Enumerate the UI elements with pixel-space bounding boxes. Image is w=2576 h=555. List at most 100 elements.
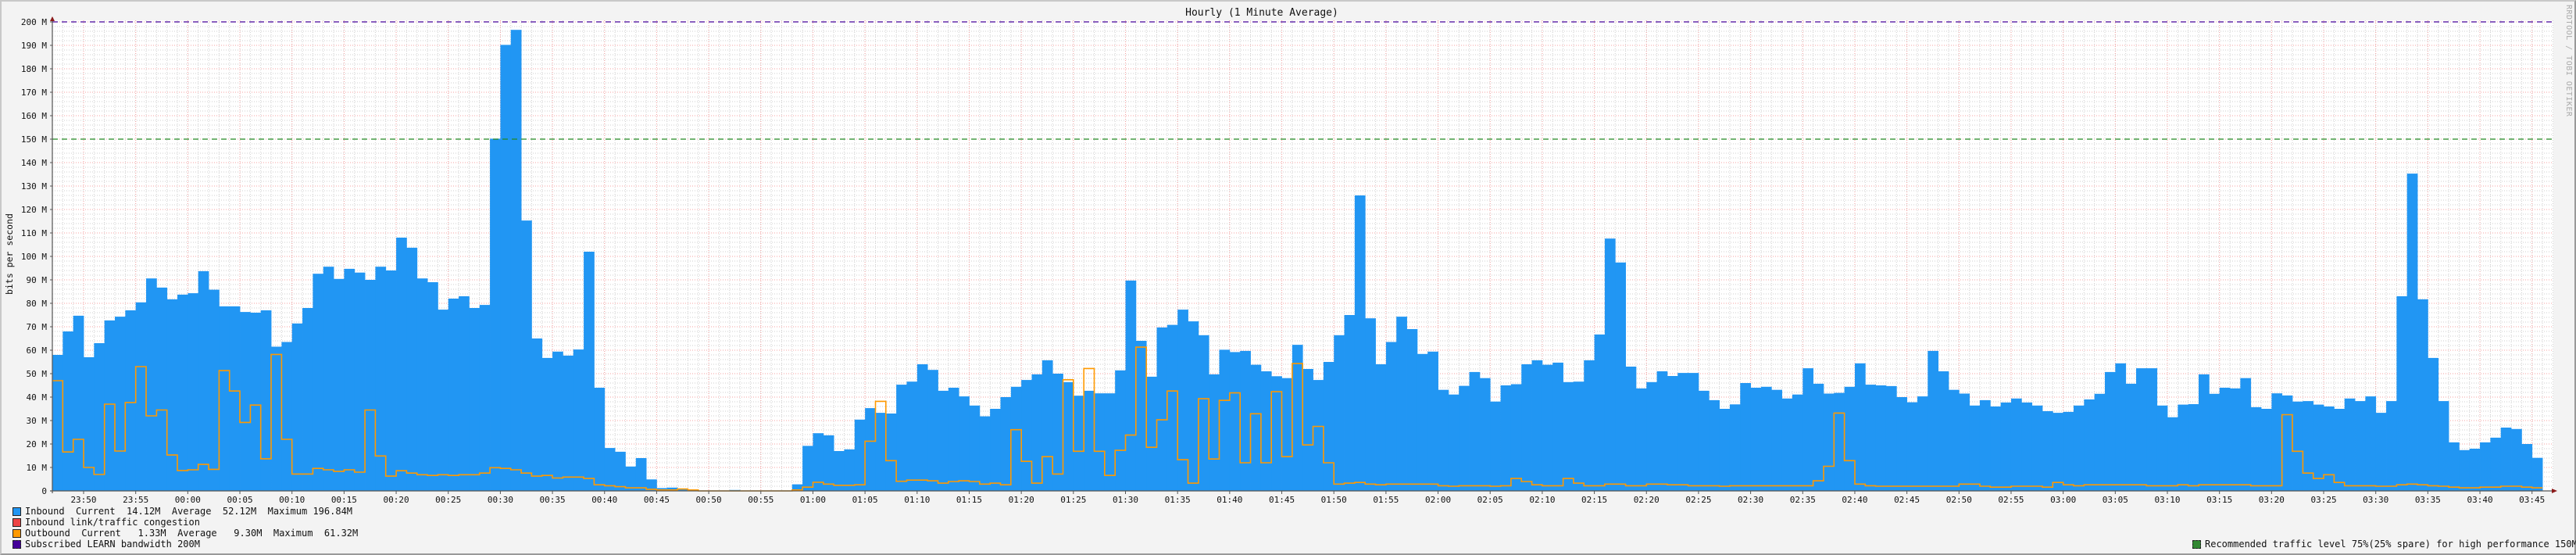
inbound-bar xyxy=(916,364,928,491)
inbound-bar xyxy=(2365,396,2377,491)
inbound-bar xyxy=(2459,449,2471,491)
y-tick-label: 170 M xyxy=(21,88,47,98)
x-tick-label: 01:35 xyxy=(1165,495,1191,505)
inbound-bar xyxy=(1510,384,1522,491)
inbound-bar xyxy=(1094,393,1106,491)
inbound-bar xyxy=(1729,404,1741,491)
x-tick-label: 03:35 xyxy=(2415,495,2441,505)
inbound-bar xyxy=(1354,195,1366,491)
x-tick-label: 00:30 xyxy=(488,495,513,505)
y-tick-label: 40 M xyxy=(27,392,48,403)
inbound-bar xyxy=(229,306,241,491)
inbound-bar xyxy=(1594,334,1606,491)
inbound-bar xyxy=(1281,378,1293,491)
inbound-bar xyxy=(1584,360,1595,491)
inbound-bar xyxy=(1010,386,1022,491)
inbound-bar xyxy=(615,451,626,491)
y-tick-label: 80 M xyxy=(27,299,48,309)
inbound-bar xyxy=(677,489,688,491)
inbound-bar xyxy=(823,435,834,491)
inbound-bar xyxy=(1802,368,1814,491)
y-tick-label: 10 M xyxy=(27,463,48,473)
inbound-bar xyxy=(2480,442,2491,491)
y-axis-arrow-icon xyxy=(50,16,55,21)
inbound-bar xyxy=(906,381,918,491)
inbound-bar xyxy=(1396,317,1407,491)
inbound-bar xyxy=(52,355,63,491)
inbound-bar xyxy=(1104,393,1116,491)
x-tick-label: 01:45 xyxy=(1269,495,1295,505)
inbound-bar xyxy=(646,479,657,491)
outbound-swatch xyxy=(13,528,21,538)
x-axis-arrow-icon xyxy=(2552,489,2557,493)
inbound-bar xyxy=(1979,399,1991,491)
congestion-swatch xyxy=(13,517,21,527)
inbound-bar xyxy=(2115,363,2127,491)
inbound-bar xyxy=(521,220,532,491)
y-tick-label: 100 M xyxy=(21,252,47,262)
inbound-bar xyxy=(490,138,501,491)
inbound-bar xyxy=(666,487,678,491)
axes xyxy=(50,16,2557,493)
inbound-bar xyxy=(344,268,355,491)
x-tick-label: 03:00 xyxy=(2050,495,2076,505)
x-tick-label: 02:35 xyxy=(1790,495,1816,505)
inbound-bar xyxy=(1427,351,1438,491)
x-tick-label: 01:50 xyxy=(1321,495,1347,505)
inbound-bar xyxy=(1896,397,1908,491)
inbound-bar xyxy=(73,315,84,491)
inbound-bar xyxy=(1938,371,1949,491)
inbound-bar xyxy=(177,294,188,491)
inbound-bar xyxy=(459,296,470,491)
legend-inbound: Inbound Current 14.12M Average 52.12M Ma… xyxy=(13,506,352,517)
inbound-bar xyxy=(552,351,563,491)
inbound-bar xyxy=(1875,385,1887,491)
inbound-bar xyxy=(1813,383,1824,491)
inbound-bar xyxy=(1750,388,1762,491)
recommended-swatch xyxy=(2192,539,2201,549)
inbound-bar xyxy=(2469,449,2481,491)
inbound-bar xyxy=(2292,401,2303,491)
inbound-bar xyxy=(1209,374,1220,491)
inbound-bar xyxy=(291,323,303,491)
x-tick-label: 00:20 xyxy=(383,495,409,505)
inbound-bar xyxy=(2042,411,2053,491)
inbound-bar xyxy=(2136,368,2147,491)
inbound-bar xyxy=(2250,406,2262,491)
y-tick-label: 90 M xyxy=(27,275,48,285)
inbound-bar xyxy=(94,343,105,491)
inbound-bar xyxy=(969,405,981,491)
inbound-bar xyxy=(594,388,606,491)
x-tick-label: 03:25 xyxy=(2310,495,2336,505)
inbound-bar xyxy=(1844,386,1856,491)
inbound-bar xyxy=(896,385,907,491)
inbound-bar xyxy=(1698,390,1710,491)
inbound-bar xyxy=(2261,409,2272,491)
y-tick-label: 140 M xyxy=(21,158,47,168)
inbound-bar xyxy=(1552,362,1563,491)
x-tick-label: 02:50 xyxy=(1946,495,1972,505)
x-tick-label: 03:20 xyxy=(2259,495,2285,505)
inbound-bar xyxy=(927,370,938,491)
inbound-bar xyxy=(396,238,407,491)
x-tick-label: 00:45 xyxy=(644,495,670,505)
inbound-bar xyxy=(563,355,574,491)
inbound-bar xyxy=(1323,362,1334,491)
inbound-bar xyxy=(1928,350,1939,491)
inbound-bar xyxy=(2031,405,2043,491)
inbound-bar xyxy=(146,278,157,491)
inbound-bar xyxy=(1906,402,1918,491)
inbound-bar xyxy=(1375,364,1387,491)
inbound-bar xyxy=(260,310,272,491)
inbound-bar xyxy=(1959,393,1970,491)
x-tick-label: 23:50 xyxy=(70,495,96,505)
inbound-bar xyxy=(2271,393,2283,491)
x-tick-label: 01:30 xyxy=(1113,495,1138,505)
inbound-bar xyxy=(2209,393,2221,491)
inbound-bar xyxy=(1052,374,1063,491)
inbound-bar xyxy=(1156,327,1168,491)
inbound-bar xyxy=(1740,383,1752,491)
inbound-bar xyxy=(125,310,137,491)
x-tick-label: 02:20 xyxy=(1634,495,1660,505)
inbound-bar xyxy=(1406,329,1418,491)
